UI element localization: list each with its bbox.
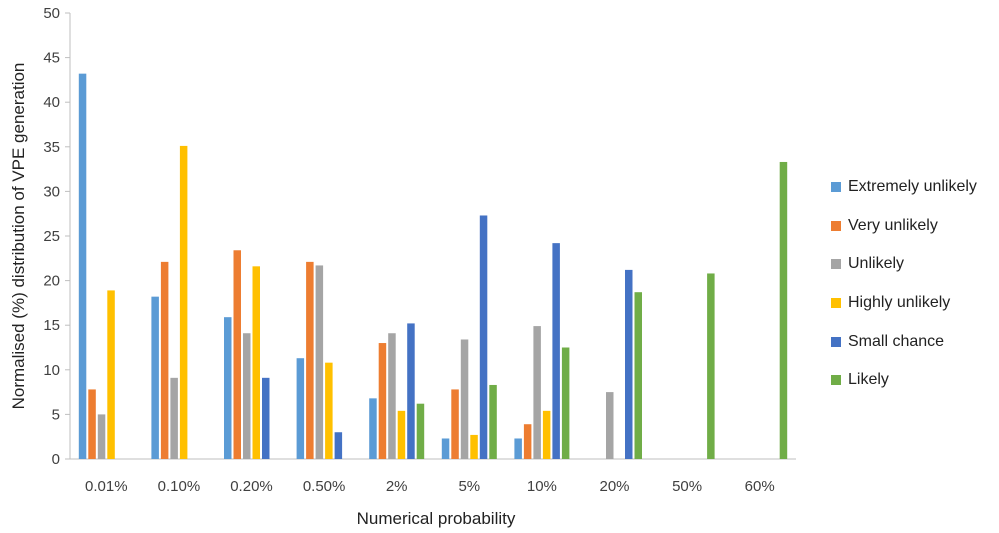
bar [634,292,642,459]
plot-area: 0 5 10 15 20 25 30 35 40 45 50 0.01% 0.10% 0.20% 0.50%… [43,5,796,495]
legend-item: Likely [831,361,977,400]
bar [107,290,115,459]
x-tick-label: 0.50% [303,478,346,495]
bar [262,377,270,459]
bar [224,317,232,459]
legend-item: Small chance [831,322,977,361]
y-tick-label: 45 [43,50,60,67]
bar [489,384,497,459]
bar [514,438,522,459]
y-tick-label: 40 [43,94,60,111]
legend-item: Very unlikely [831,207,977,246]
bar [470,434,478,459]
x-tick-label: 10% [527,478,557,495]
bar [552,243,560,459]
legend-item: Highly unlikely [831,284,977,323]
x-tick-label: 50% [672,478,702,495]
y-tick-label: 15 [43,317,60,334]
bar [151,296,159,459]
bar [388,333,396,459]
x-tick-label: 60% [745,478,775,495]
legend-label: Likely [848,371,889,389]
bar [252,266,260,459]
legend-swatch [831,298,841,309]
legend-swatch [831,259,841,270]
bar [296,358,305,459]
legend-label: Very unlikely [848,216,938,234]
y-tick-label: 0 [52,451,60,468]
x-tick-label: 2% [386,478,408,495]
bar [369,398,377,459]
bar [416,403,425,459]
bar [170,377,178,459]
bar [441,438,450,459]
bar [97,414,106,459]
legend-label: Small chance [848,332,945,350]
x-tick-label: 5% [458,478,480,495]
legend-label: Highly unlikely [848,294,951,312]
legend: Extremely unlikely Very unlikely Unlikely H… [831,168,977,400]
bar [233,250,241,459]
y-axis-title: Normalised (%) distribution of VPE gener… [9,63,28,410]
y-tick-label: 35 [43,139,60,156]
legend-label: Unlikely [848,255,905,273]
bar [523,424,532,459]
legend-swatch [831,182,841,193]
bar [160,261,169,459]
legend-swatch [831,336,841,347]
y-tick-label: 20 [43,273,60,290]
x-axis-title: Numerical probability [357,509,516,528]
bar [315,265,324,459]
bar [561,347,570,459]
y-tick-label: 5 [52,406,60,423]
bar [306,261,314,459]
bar [707,273,715,459]
legend-label: Extremely unlikely [848,178,977,196]
y-tick-label: 25 [43,228,60,245]
x-tick-label: 0.01% [85,478,128,495]
y-tick-label: 10 [43,362,60,379]
bar [533,326,541,459]
bar [779,161,788,460]
bar [179,145,188,459]
legend-swatch [831,375,841,386]
y-tick-label: 30 [43,183,60,200]
bar [397,410,406,459]
x-tick-label: 0.20% [230,478,273,495]
bar [78,73,87,459]
bar [334,432,343,459]
legend-item: Extremely unlikely [831,168,977,207]
legend-swatch [831,220,841,231]
x-tick-label: 0.10% [158,478,201,495]
legend-item: Unlikely [831,245,977,284]
bar [325,362,333,459]
bar [407,323,415,459]
bar [625,269,633,459]
bar [378,343,387,459]
bar [243,333,251,459]
bar [606,392,614,459]
bar [479,215,488,459]
bar [542,410,551,459]
x-tick-label: 20% [599,478,629,495]
bar [460,339,469,459]
y-tick-label: 50 [43,5,60,22]
bar [88,389,96,459]
bar [451,389,459,459]
